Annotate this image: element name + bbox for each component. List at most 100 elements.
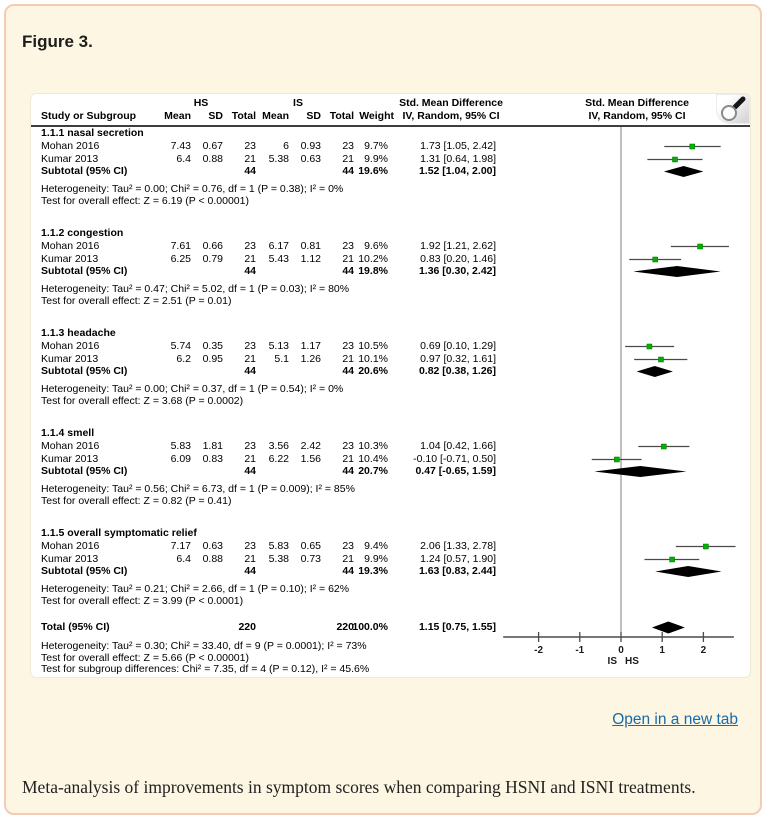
overall-effect-note: Test for overall effect: Z = 2.51 (P = 0… [31,295,750,308]
hs-mean: 6.4 [176,553,191,565]
is-mean: 3.56 [268,440,289,452]
is-total: 23 [342,340,354,352]
effect-marker [697,243,703,250]
weight: 10.3% [358,440,388,452]
section-title-text: 1.1.2 congestion [41,227,124,239]
hs-sd: 1.81 [202,440,223,452]
is-sd: 0.73 [300,553,321,565]
ci-text: 0.47 [-0.65, 1.59] [415,465,496,477]
heterogeneity-note: Heterogeneity: Tau² = 0.56; Chi² = 6.73,… [41,483,355,495]
hs-total: 44 [244,265,256,277]
ci-text: 0.83 [0.20, 1.46] [420,253,496,265]
header-rule [31,125,750,127]
heterogeneity-note: Heterogeneity: Tau² = 0.00; Chi² = 0.37,… [41,383,344,395]
effect-marker [661,443,667,450]
subgroup-differences-note: Test for subgroup differences: Chi² = 7.… [41,663,370,675]
effect-marker [672,156,678,163]
ci-text: -0.10 [-0.71, 0.50] [413,453,496,465]
axis-tick-label: 0 [618,645,624,656]
subgroup-differences-note: Test for subgroup differences: Chi² = 7.… [31,663,750,676]
heterogeneity-note: Heterogeneity: Tau² = 0.00; Chi² = 0.76,… [31,183,750,196]
is-mean: 6.22 [268,453,289,465]
heterogeneity-note: Heterogeneity: Tau² = 0.00; Chi² = 0.76,… [41,183,344,195]
ci-text: 1.92 [1.21, 2.62] [420,240,496,252]
hs-total: 23 [244,140,256,152]
col-header-is-mean: Mean [262,110,289,122]
is-sd: 0.93 [300,140,321,152]
effect-marker [658,356,664,363]
hs-sd: 0.35 [202,340,223,352]
is-sd: 0.63 [300,153,321,165]
col-header-method-plot: IV, Random, 95% CI [588,110,686,122]
effect-marker [646,343,653,350]
pooled-label: Subtotal (95% CI) [41,265,128,277]
hs-mean: 5.74 [170,340,191,352]
overall-effect-note: Test for overall effect: Z = 3.99 (P < 0… [31,595,750,608]
is-total: 21 [342,453,354,465]
heterogeneity-note: Heterogeneity: Tau² = 0.47; Chi² = 5.02,… [41,283,350,295]
zoom-button[interactable] [716,94,750,124]
hs-total: 23 [244,240,256,252]
weight: 19.8% [358,265,388,277]
overall-effect-note: Test for overall effect: Z = 3.99 (P < 0… [41,595,244,607]
is-mean: 5.13 [268,340,289,352]
ci-text: 1.73 [1.05, 2.42] [420,140,496,152]
is-total: 21 [342,353,354,365]
weight: 9.6% [364,240,388,252]
hs-sd: 0.88 [202,153,223,165]
ci-text: 1.15 [0.75, 1.55] [418,621,496,633]
weight: 10.5% [358,340,388,352]
total-heterogeneity-note: Heterogeneity: Tau² = 0.30; Chi² = 33.40… [31,640,750,653]
is-mean: 5.38 [268,153,289,165]
study-name: Kumar 2013 [41,153,99,165]
weight: 9.9% [364,153,388,165]
is-total: 44 [342,465,354,477]
figure-card: Figure 3. HS IS Std. Mean Difference Std… [4,4,762,815]
is-total: 21 [342,153,354,165]
is-mean: 5.1 [274,353,289,365]
pooled-label: Total (95% CI) [41,621,110,633]
effect-marker [669,556,675,563]
is-total: 220 [336,621,354,633]
is-sd: 1.12 [300,253,321,265]
study-row: Mohan 2016 7.17 0.63 23 5.83 0.65 23 9.4% 2.06 [… [31,540,750,553]
hs-total: 44 [244,165,256,177]
hs-mean: 6.25 [170,253,191,265]
weight: 10.2% [358,253,388,265]
study-row: Kumar 2013 6.25 0.79 21 5.43 1.12 21 10.2% 0.83 … [31,253,750,266]
weight: 9.4% [364,540,388,552]
study-row: Mohan 2016 5.83 1.81 23 3.56 2.42 23 10.3% 1.04 … [31,440,750,453]
col-header-study: Study or Subgroup [41,110,137,122]
section-title: 1.1.5 overall symptomatic relief [31,527,750,540]
hs-total: 44 [244,365,256,377]
ci-text: 1.31 [0.64, 1.98] [420,153,496,165]
effect-marker [689,143,696,150]
hs-total: 220 [238,621,256,633]
total-diamond [651,621,685,634]
section-title-text: 1.1.5 overall symptomatic relief [41,527,197,539]
open-in-new-tab-link[interactable]: Open in a new tab [612,711,738,728]
forest-plot-figure[interactable]: HS IS Std. Mean Difference Std. Mean Dif… [31,94,750,677]
heterogeneity-note: Heterogeneity: Tau² = 0.47; Chi² = 5.02,… [31,283,750,296]
col-header-hs: HS [193,97,209,109]
hs-mean: 6.4 [176,153,191,165]
magnifying-glass-icon [721,96,746,121]
is-total: 23 [342,540,354,552]
hs-total: 21 [244,153,256,165]
weight: 100.0% [352,621,388,633]
ci-text: 1.24 [0.57, 1.90] [420,553,496,565]
heterogeneity-note: Heterogeneity: Tau² = 0.56; Chi² = 6.73,… [31,483,750,496]
hs-mean: 7.17 [170,540,191,552]
pooled-label: Subtotal (95% CI) [41,365,128,377]
section-title: 1.1.3 headache [31,327,750,340]
ci-text: 0.82 [0.38, 1.26] [418,365,496,377]
study-name: Mohan 2016 [41,140,100,152]
overall-effect-note: Test for overall effect: Z = 6.19 (P < 0… [31,195,750,208]
favours-left-label: IS [607,656,617,667]
is-mean: 6 [283,140,289,152]
study-row: Mohan 2016 5.74 0.35 23 5.13 1.17 23 10.5% 0.69 … [31,340,750,353]
is-total: 44 [342,165,354,177]
is-total: 44 [342,565,354,577]
study-row: Mohan 2016 7.43 0.67 23 6 0.93 23 9.7% 1.73 [1.0… [31,140,750,153]
hs-mean: 7.61 [170,240,191,252]
